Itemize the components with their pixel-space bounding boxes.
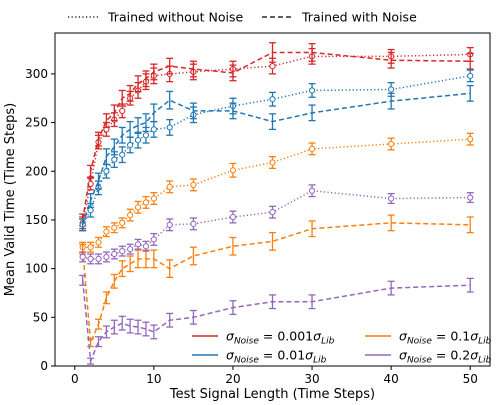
data-point: [150, 195, 157, 202]
data-point: [229, 167, 237, 174]
data-point: [119, 219, 126, 226]
data-point: [308, 187, 316, 194]
style-legend-label: Trained with Noise: [301, 10, 417, 25]
data-point: [134, 204, 142, 211]
y-tick-label: 150: [25, 213, 48, 227]
series-line: [82, 75, 471, 226]
data-point: [87, 244, 94, 251]
data-point: [190, 220, 197, 227]
data-point: [103, 228, 110, 235]
data-point: [150, 126, 157, 133]
data-point: [308, 87, 316, 94]
data-point: [134, 241, 142, 248]
y-tick-label: 0: [40, 359, 48, 373]
data-point: [269, 63, 276, 70]
x-tick-label: 10: [146, 372, 161, 386]
data-point: [467, 194, 474, 201]
data-point: [269, 96, 276, 103]
data-point: [119, 248, 126, 255]
x-tick-label: 20: [225, 372, 240, 386]
data-point: [166, 124, 173, 131]
data-layer: [79, 42, 474, 365]
x-tick-label: 0: [71, 372, 79, 386]
data-point: [269, 159, 276, 166]
data-point: [95, 255, 102, 262]
data-point: [166, 183, 173, 190]
data-point: [87, 255, 94, 262]
data-point: [388, 86, 395, 93]
data-point: [127, 211, 134, 219]
data-point: [308, 145, 316, 152]
series-line: [81, 222, 471, 343]
y-tick-label: 300: [25, 67, 48, 81]
series-line: [81, 53, 471, 224]
noise-legend-label: σNoise = 0.01σLib: [226, 348, 327, 366]
data-point: [103, 253, 110, 261]
data-point: [150, 236, 157, 243]
data-point: [190, 181, 197, 188]
data-point: [134, 137, 142, 144]
noise-legend-label: σNoise = 0.001σLib: [226, 329, 335, 347]
style-legend: Trained without Noise Trained with Noise: [68, 10, 417, 25]
data-point: [111, 156, 118, 163]
series-0.01-with-noise: [79, 84, 474, 232]
data-point: [142, 199, 150, 206]
x-tick-label: 50: [463, 372, 478, 386]
axes-layer: 0 10 20 30 40 50 0 50 100 150 200 250 300: [25, 67, 478, 386]
series-0.2-without-noise: [79, 184, 474, 265]
data-point: [388, 140, 395, 148]
data-point: [95, 239, 102, 246]
data-point: [103, 168, 110, 175]
y-tick-label: 250: [25, 116, 48, 130]
data-point: [119, 151, 126, 158]
data-point: [79, 253, 86, 261]
data-point: [142, 243, 150, 250]
series-0.2-with-noise: [79, 274, 474, 365]
noise-legend-label: σNoise = 0.2σLib: [399, 348, 492, 366]
series-0.1-without-noise: [79, 132, 474, 253]
data-point: [229, 213, 237, 221]
data-point: [269, 209, 276, 216]
x-tick-label: 40: [383, 372, 398, 386]
y-tick-label: 100: [25, 262, 48, 276]
data-point: [111, 224, 118, 231]
series-line: [81, 92, 471, 226]
x-axis-label: Test Signal Length (Time Steps): [169, 387, 375, 402]
data-point: [111, 250, 118, 258]
data-point: [166, 221, 173, 228]
data-point: [388, 195, 395, 202]
series-line: [82, 138, 471, 248]
data-point: [127, 141, 134, 149]
data-point: [142, 132, 150, 139]
series-line: [81, 51, 471, 221]
y-tick-label: 200: [25, 164, 48, 178]
data-point: [467, 72, 474, 79]
series-0.1-with-noise: [79, 214, 474, 348]
plot-frame: [54, 32, 491, 367]
data-point: [119, 107, 126, 114]
style-legend-label: Trained without Noise: [107, 10, 244, 25]
data-point: [127, 246, 134, 253]
noise-legend-label: σNoise = 0.1σLib: [399, 329, 492, 347]
y-tick-label: 50: [33, 310, 48, 324]
x-tick-label: 30: [304, 372, 319, 386]
data-point: [467, 136, 474, 143]
y-axis-label: Mean Valid Time (Time Steps): [3, 103, 18, 296]
